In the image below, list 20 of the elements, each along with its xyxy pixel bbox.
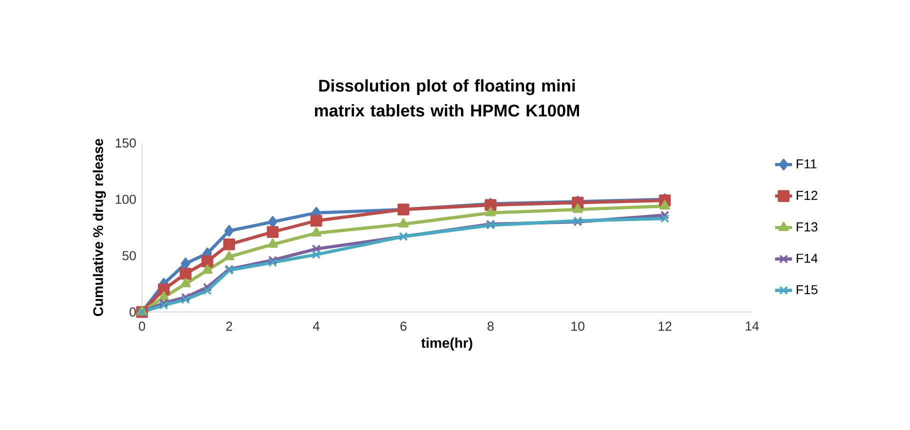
legend-label: F11 bbox=[796, 159, 816, 168]
x-axis-title: time(hr) bbox=[421, 338, 472, 351]
y-tick-label: 50 bbox=[122, 251, 136, 260]
y-axis-title: Cumulative % drug release bbox=[92, 138, 106, 316]
legend-label: F12 bbox=[796, 190, 818, 200]
x-tick-label: 6 bbox=[400, 322, 406, 331]
legend-label: F15 bbox=[796, 285, 818, 294]
x-tick-label: 2 bbox=[226, 322, 232, 331]
chart-title: Dissolution plot of floating mini matrix tablets with HPMC K100M bbox=[314, 79, 580, 117]
x-tick-label: 0 bbox=[138, 322, 146, 331]
y-tick-label: 0 bbox=[130, 307, 136, 317]
x-tick-label: 8 bbox=[488, 322, 494, 331]
x-tick-label: 4 bbox=[312, 322, 320, 331]
legend-label: F14 bbox=[796, 254, 818, 263]
y-tick-label: 100 bbox=[116, 194, 136, 204]
x-tick-label: 14 bbox=[746, 322, 759, 331]
x-tick-label: 10 bbox=[572, 322, 584, 331]
legend-label: F13 bbox=[796, 222, 818, 232]
y-tick-label: 150 bbox=[116, 138, 136, 148]
x-tick-label: 12 bbox=[658, 322, 672, 331]
